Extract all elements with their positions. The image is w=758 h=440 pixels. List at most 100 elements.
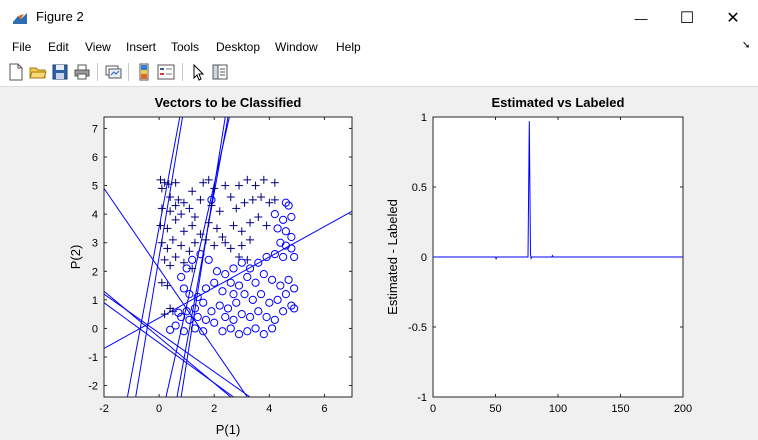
plus-marker (226, 193, 235, 201)
plus-marker (221, 181, 230, 190)
circle-marker (179, 284, 189, 293)
dock-arrow-icon[interactable]: ➘ (742, 40, 751, 51)
circle-marker (290, 284, 299, 293)
circle-marker (229, 315, 238, 324)
circle-marker (188, 255, 197, 264)
plus-marker (196, 230, 205, 239)
circle-marker (218, 287, 227, 296)
circle-marker (218, 327, 227, 336)
circle-marker (210, 278, 219, 287)
plus-marker (270, 195, 279, 204)
menu-view[interactable]: View (85, 40, 111, 54)
plus-marker (166, 207, 175, 216)
plus-marker (177, 210, 186, 219)
print-icon[interactable] (73, 63, 91, 81)
plus-marker (235, 181, 244, 190)
plus-marker (160, 310, 169, 319)
plus-marker (204, 175, 213, 184)
circle-marker (201, 315, 211, 324)
circle-marker (290, 304, 299, 313)
circle-marker (279, 252, 288, 262)
plus-marker (210, 241, 219, 250)
link-plot-icon[interactable] (104, 63, 122, 81)
scatter-plot-area[interactable] (104, 117, 352, 397)
circle-marker (256, 290, 266, 299)
y-tick-label: 1 (421, 112, 427, 124)
circle-marker (196, 250, 205, 259)
plus-marker (177, 241, 186, 250)
circle-marker (270, 210, 279, 219)
plus-marker (246, 235, 255, 244)
circle-marker (281, 227, 290, 236)
new-figure-icon[interactable] (7, 63, 25, 81)
menu-window[interactable]: Window (275, 40, 318, 54)
circle-marker (207, 195, 216, 204)
x-tick-label: 4 (266, 403, 272, 415)
plus-marker (188, 187, 197, 196)
circle-marker (193, 312, 202, 322)
insert-colorbar-icon[interactable] (135, 63, 153, 81)
circle-marker (182, 307, 191, 316)
plus-marker (166, 261, 175, 270)
scatter-axes[interactable]: -2 0 2 4 6 -2 -1 0 1 2 3 4 5 6 7 Vectors to be Classif… (68, 95, 353, 437)
insert-legend-icon[interactable] (157, 63, 175, 81)
decision-boundary-line (104, 188, 248, 397)
scatter-ylabel: P(2) (68, 245, 83, 270)
plus-marker (254, 213, 263, 221)
menu-insert[interactable]: Insert (126, 40, 157, 54)
plus-marker (201, 235, 210, 244)
plus-marker (270, 178, 279, 187)
plus-marker (185, 204, 194, 213)
save-icon[interactable] (51, 63, 69, 81)
y-tick-label: 4 (92, 209, 98, 221)
x-tick-label: 50 (489, 403, 501, 415)
open-file-icon[interactable] (29, 63, 47, 81)
circle-marker (212, 267, 222, 276)
property-inspector-icon[interactable] (211, 63, 229, 81)
menu-file[interactable]: File (12, 40, 32, 54)
plus-marker (156, 221, 165, 230)
x-tick-label: -2 (99, 403, 109, 415)
plus-marker (196, 195, 205, 204)
toolbar-separator (128, 63, 129, 81)
menu-help[interactable]: Help (336, 40, 361, 54)
menu-tools[interactable]: Tools (171, 40, 200, 54)
edit-plot-arrow-icon[interactable] (189, 63, 207, 81)
plus-marker (157, 204, 166, 213)
plus-marker (163, 244, 172, 253)
error-axes[interactable]: 0 50 100 150 200 -1 -0.5 0 0.5 1 Estimated vs Lab… (385, 95, 692, 415)
circle-marker (182, 264, 191, 273)
circle-marker (245, 312, 255, 322)
plus-marker (262, 221, 271, 230)
menu-desktop[interactable]: Desktop (216, 40, 261, 54)
circle-marker (254, 258, 263, 267)
plus-marker (232, 204, 241, 213)
circle-marker (174, 308, 183, 317)
circle-marker (221, 270, 230, 279)
maximize-button[interactable]: ☐ (664, 0, 710, 36)
circle-marker (199, 298, 208, 307)
circle-marker (201, 284, 211, 293)
maximize-icon: ☐ (679, 10, 695, 27)
close-button[interactable]: ✕ (710, 0, 756, 36)
plus-marker (190, 238, 199, 247)
circle-marker (229, 264, 238, 273)
circle-marker (281, 290, 290, 299)
circle-marker (273, 224, 282, 233)
plus-marker (168, 307, 177, 316)
y-tick-label: 0.5 (412, 182, 427, 194)
circle-marker (179, 327, 189, 336)
plus-marker (190, 213, 199, 221)
plus-marker (221, 238, 230, 247)
close-icon: ✕ (726, 10, 740, 27)
plus-marker (265, 198, 274, 207)
y-tick-label: 7 (92, 123, 98, 135)
circle-marker (185, 290, 194, 299)
circle-marker (267, 275, 277, 284)
menu-edit[interactable]: Edit (48, 40, 69, 54)
decision-boundary-line (135, 117, 184, 397)
minimize-button[interactable]: — (618, 0, 664, 36)
circle-marker (245, 264, 255, 273)
circle-marker (276, 281, 285, 290)
